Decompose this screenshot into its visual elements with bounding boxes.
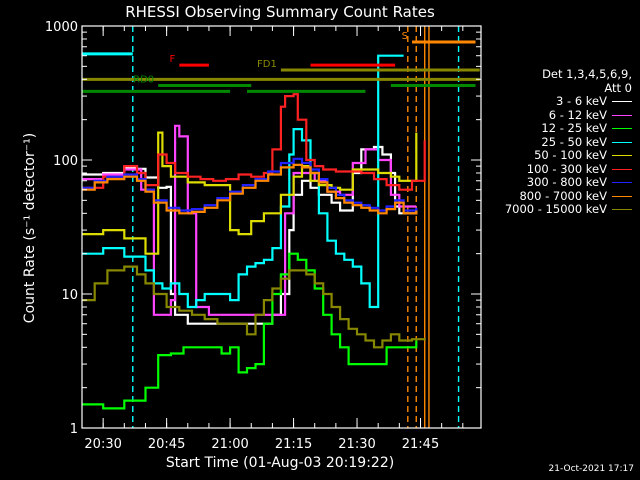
flag-label-fd1: FD1 xyxy=(257,59,277,70)
legend-label: 7000 - 15000 keV xyxy=(504,202,607,216)
flag-label-f: F xyxy=(170,54,176,65)
legend-swatch xyxy=(612,128,632,130)
plot-clip: N F FD1 FD2 RD0 RD4 S xyxy=(57,26,480,428)
flag-label-rd0: RD0 xyxy=(133,74,154,85)
legend-label: 300 - 800 keV xyxy=(526,175,607,189)
y-tick-label: 10 xyxy=(61,288,78,303)
x-tick-label: 21:30 xyxy=(338,437,375,452)
legend-label: 3 - 6 keV xyxy=(556,94,607,108)
legend-label: 12 - 25 keV xyxy=(541,121,607,135)
flag-label-n: N xyxy=(71,43,78,54)
legend-swatch xyxy=(612,101,632,103)
legend-swatch xyxy=(612,141,632,143)
legend-swatch xyxy=(612,168,632,170)
legend-item: 7000 - 15000 keV xyxy=(478,202,632,217)
legend-swatch xyxy=(612,155,632,157)
chart-title: RHESSI Observing Summary Count Rates xyxy=(125,3,435,21)
x-tick-label: 21:00 xyxy=(211,437,248,452)
x-tick-label: 21:45 xyxy=(402,437,439,452)
x-tick-label: 21:15 xyxy=(275,437,312,452)
legend: Det 1,3,4,5,6,9, Att 0 3 - 6 keV 6 - 12 k… xyxy=(478,67,632,217)
series-3 xyxy=(82,54,404,309)
series-4 xyxy=(82,131,418,255)
legend-item: 300 - 800 keV xyxy=(478,175,632,190)
legend-item: 12 - 25 keV xyxy=(478,121,632,136)
legend-item: 100 - 300 keV xyxy=(478,161,632,177)
legend-label: 800 - 7000 keV xyxy=(519,188,607,203)
legend-item: 800 - 7000 keV xyxy=(478,188,632,204)
legend-swatch xyxy=(612,209,632,211)
axes: 1 10 100 1000 20:30 20:45 21:00 21:15 21:30 21:45 xyxy=(45,20,482,452)
legend-item: 25 - 50 keV xyxy=(478,134,632,150)
legend-item: 50 - 100 keV xyxy=(478,148,632,163)
series-8 xyxy=(82,265,426,349)
x-tick-label: 20:45 xyxy=(148,437,185,452)
x-tick-label: 20:30 xyxy=(84,437,121,452)
legend-swatch xyxy=(612,182,632,184)
x-axis-label: Start Time (01-Aug-03 20:19:22) xyxy=(166,455,394,471)
legend-item: 6 - 12 keV xyxy=(478,107,632,123)
legend-swatch xyxy=(612,195,632,197)
timestamp: 21-Oct-2021 17:17 xyxy=(548,464,634,474)
series-7 xyxy=(82,163,418,215)
legend-header-attenuator: Att 0 xyxy=(604,80,632,95)
legend-swatch xyxy=(612,114,632,116)
plot-frame xyxy=(81,25,482,429)
series-2 xyxy=(82,252,418,410)
legend-label: 25 - 50 keV xyxy=(541,134,607,149)
legend-item: 3 - 6 keV xyxy=(478,94,632,109)
legend-label: 100 - 300 keV xyxy=(526,161,607,176)
legend-label: 50 - 100 keV xyxy=(534,148,607,162)
series-5 xyxy=(82,93,426,191)
legend-label: 6 - 12 keV xyxy=(548,107,607,122)
y-tick-label: 1000 xyxy=(45,20,78,35)
y-axis-label: Count Rate (s⁻¹ detector⁻¹) xyxy=(22,133,38,323)
flag-label-rd4: RD4 xyxy=(57,80,78,91)
legend-header-detectors: Det 1,3,4,5,6,9, xyxy=(542,67,632,81)
plot-area: N F FD1 FD2 RD0 RD4 S xyxy=(57,26,480,428)
flag-label-s: S xyxy=(402,31,408,42)
y-tick-label: 100 xyxy=(53,154,78,169)
y-tick-label: 1 xyxy=(70,422,78,437)
flag-label-fd2: FD2 xyxy=(58,68,78,79)
